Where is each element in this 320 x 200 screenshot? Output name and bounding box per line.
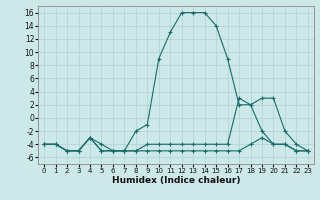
X-axis label: Humidex (Indice chaleur): Humidex (Indice chaleur) xyxy=(112,176,240,185)
